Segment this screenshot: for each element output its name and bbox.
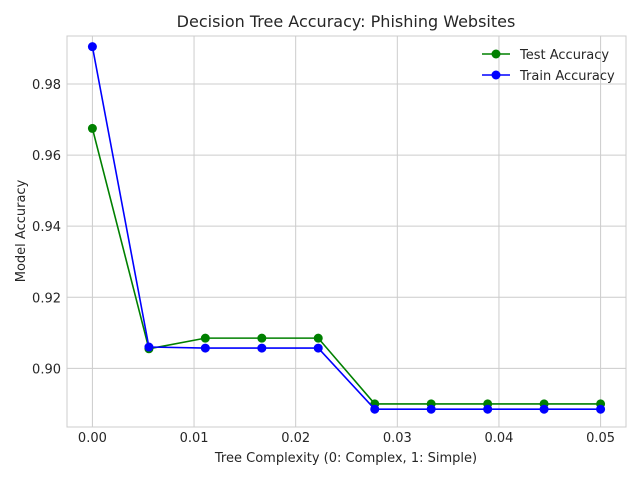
y-tick-label: 0.94: [32, 220, 61, 235]
data-point-train: [370, 404, 380, 414]
data-point-train: [483, 404, 493, 414]
x-tick-label: 0.05: [586, 431, 615, 446]
x-tick-label: 0.00: [78, 431, 107, 446]
series-layer: [87, 42, 606, 414]
data-point-train: [313, 343, 323, 353]
grid-y: [67, 83, 626, 369]
grid-x: [91, 36, 602, 427]
series-line-train: [91, 46, 601, 411]
y-tick-label: 0.96: [32, 149, 61, 164]
y-tick-label: 0.90: [32, 362, 61, 377]
legend-train-marker: [491, 70, 501, 80]
y-tick-labels: 0.90 0.92 0.94 0.96 0.98: [32, 78, 61, 377]
data-point-test: [257, 333, 267, 343]
chart-title: Decision Tree Accuracy: Phishing Website…: [177, 12, 516, 31]
data-point-train: [539, 404, 549, 414]
x-tick-label: 0.04: [484, 431, 513, 446]
data-point-train: [426, 404, 436, 414]
data-point-train: [144, 342, 154, 352]
x-tick-labels: 0.00 0.01 0.02 0.03 0.04 0.05: [78, 431, 615, 446]
plot-frame: [66, 35, 627, 428]
data-point-train: [596, 404, 606, 414]
y-tick-label: 0.92: [32, 291, 61, 306]
legend-test-label: Test Accuracy: [519, 48, 609, 63]
data-point-test: [313, 333, 323, 343]
legend: Test Accuracy Train Accuracy: [482, 48, 615, 84]
x-tick-label: 0.02: [281, 431, 310, 446]
x-axis-label: Tree Complexity (0: Complex, 1: Simple): [214, 451, 477, 466]
data-point-train: [257, 343, 267, 353]
legend-test-marker: [491, 49, 501, 59]
x-tick-label: 0.01: [180, 431, 209, 446]
data-point-train: [87, 42, 97, 52]
data-point-test: [200, 333, 210, 343]
legend-train-label: Train Accuracy: [519, 69, 615, 84]
x-tick-label: 0.03: [383, 431, 412, 446]
y-axis-label: Model Accuracy: [14, 179, 29, 282]
data-point-test: [87, 123, 97, 133]
data-point-train: [200, 343, 210, 353]
y-tick-label: 0.98: [32, 78, 61, 93]
series-line-test: [91, 128, 601, 405]
